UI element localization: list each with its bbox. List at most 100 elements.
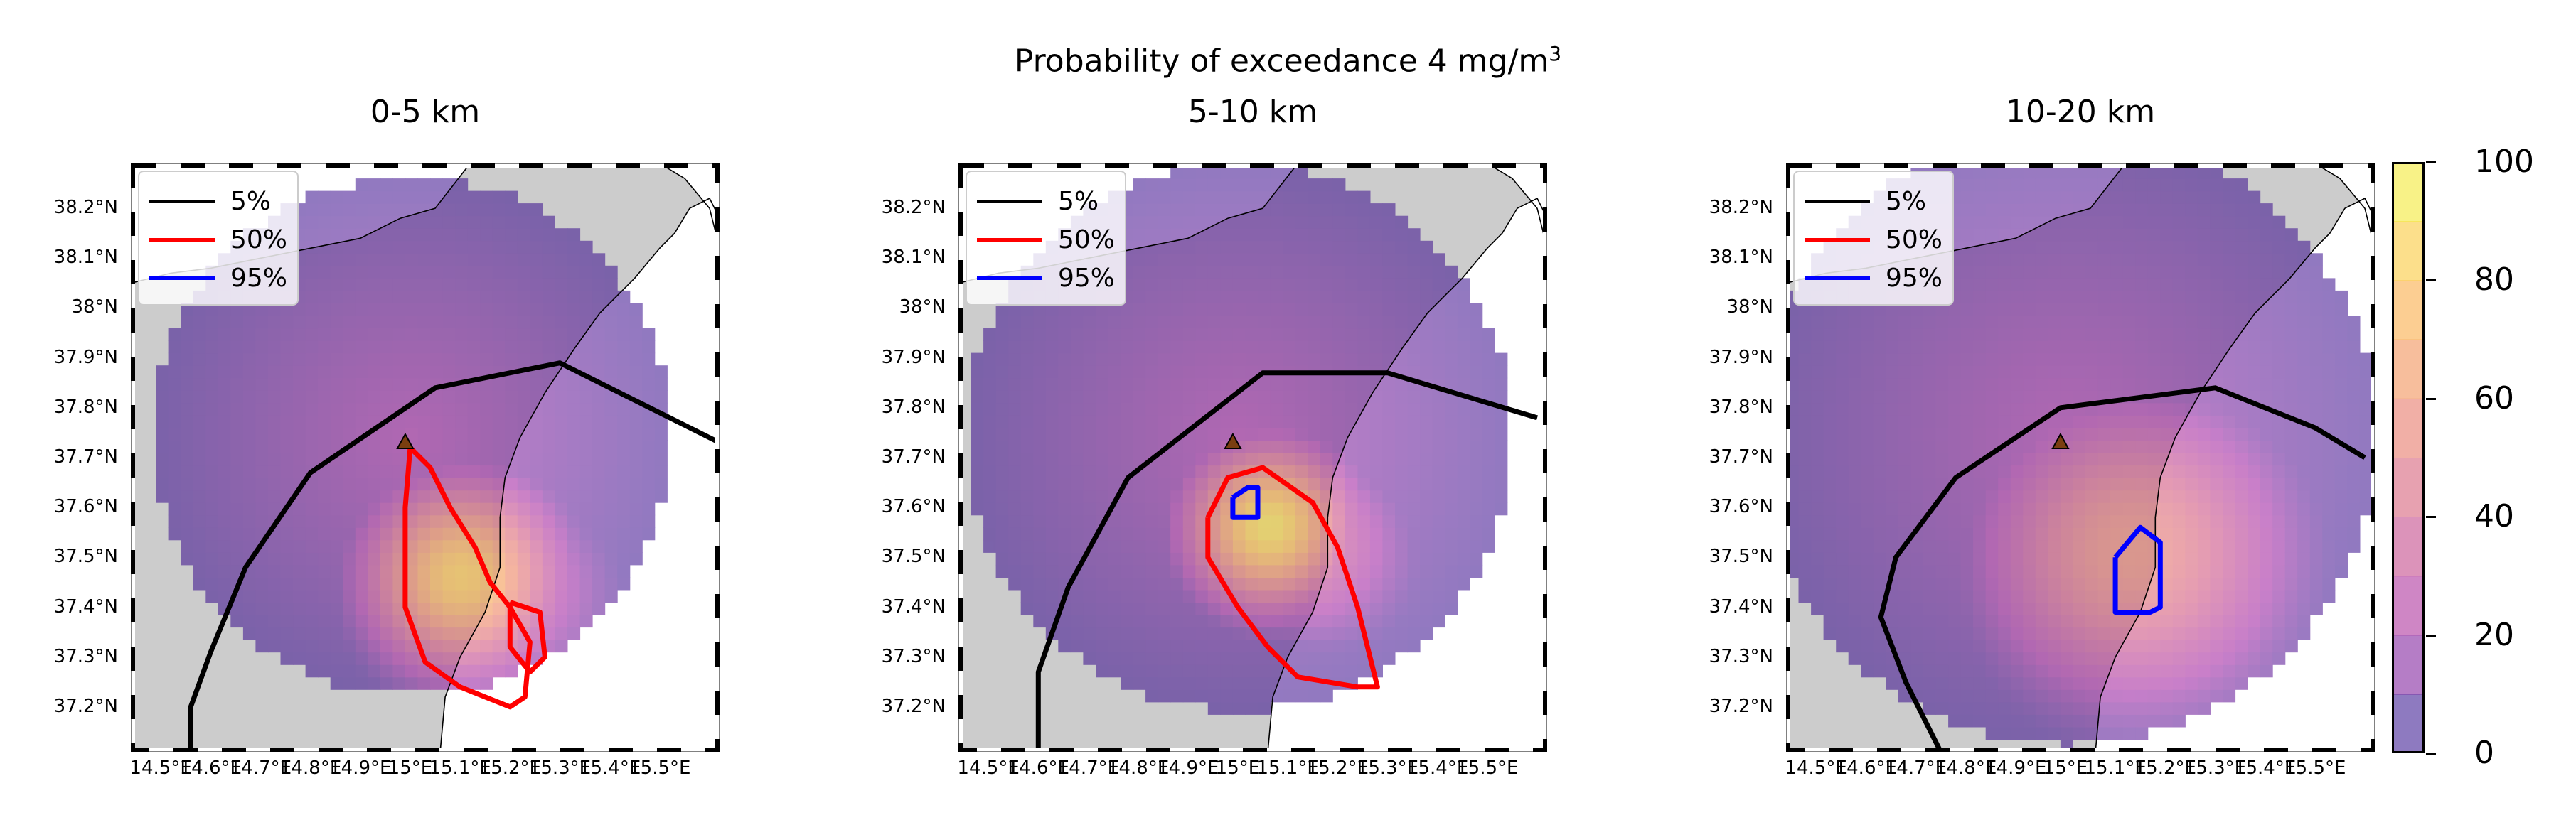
grid-cell bbox=[1445, 290, 1458, 303]
grid-cell bbox=[1220, 228, 1234, 242]
grid-cell bbox=[2297, 290, 2311, 303]
grid-cell bbox=[1045, 352, 1059, 366]
grid-cell bbox=[2235, 240, 2248, 254]
grid-cell bbox=[1457, 303, 1470, 316]
grid-cell bbox=[368, 527, 381, 541]
grid-cell bbox=[2048, 664, 2061, 678]
grid-cell bbox=[567, 427, 581, 441]
grid-cell bbox=[1320, 316, 1333, 329]
grid-cell bbox=[2172, 253, 2186, 266]
grid-cell bbox=[293, 453, 306, 466]
grid-cell bbox=[2197, 303, 2211, 316]
grid-cell bbox=[2135, 365, 2149, 379]
grid-cell bbox=[455, 203, 469, 217]
grid-cell bbox=[530, 490, 543, 503]
grid-cell bbox=[368, 390, 381, 404]
grid-cell bbox=[1960, 514, 1974, 528]
grid-cell bbox=[230, 478, 244, 491]
grid-cell bbox=[1848, 502, 1861, 516]
grid-cell bbox=[181, 514, 194, 528]
grid-cell bbox=[480, 352, 493, 366]
grid-cell bbox=[1245, 701, 1258, 715]
grid-cell bbox=[1332, 316, 1346, 329]
grid-cell bbox=[480, 465, 493, 478]
grid-cell bbox=[1170, 602, 1184, 615]
grid-cell bbox=[1910, 453, 1924, 466]
grid-cell bbox=[567, 615, 581, 628]
grid-cell bbox=[1382, 340, 1396, 354]
grid-cell bbox=[1070, 465, 1084, 478]
grid-cell bbox=[2248, 316, 2261, 329]
grid-cell bbox=[1270, 689, 1283, 703]
grid-cell bbox=[1020, 365, 1034, 379]
grid-cell bbox=[530, 564, 543, 578]
grid-cell bbox=[293, 602, 306, 615]
grid-cell bbox=[1861, 527, 1874, 541]
grid-cell bbox=[1332, 215, 1346, 229]
grid-cell bbox=[1998, 726, 2011, 740]
grid-cell bbox=[2223, 490, 2236, 503]
grid-cell bbox=[318, 490, 331, 503]
grid-cell bbox=[1158, 265, 1171, 279]
grid-cell bbox=[218, 340, 231, 354]
grid-cell bbox=[1407, 402, 1421, 416]
grid-cell bbox=[181, 340, 194, 354]
grid-cell bbox=[1070, 640, 1084, 653]
grid-cell bbox=[1357, 539, 1371, 553]
grid-cell bbox=[1270, 415, 1283, 428]
grid-cell bbox=[1158, 178, 1171, 192]
grid-cell bbox=[1033, 527, 1047, 541]
grid-cell bbox=[1232, 303, 1246, 316]
grid-cell bbox=[392, 652, 406, 665]
grid-cell bbox=[2322, 514, 2336, 528]
grid-cell bbox=[2035, 440, 2048, 453]
grid-cell bbox=[1008, 390, 1022, 404]
lon-tick-label: 14.8°E bbox=[1934, 757, 1997, 779]
map-frame-dashes bbox=[958, 163, 1547, 752]
grid-cell bbox=[1382, 527, 1396, 541]
grid-cell bbox=[1295, 215, 1308, 229]
grid-cell bbox=[343, 627, 356, 640]
grid-cell bbox=[1836, 640, 1849, 653]
grid-cell bbox=[255, 502, 269, 516]
grid-cell bbox=[2185, 701, 2198, 715]
grid-cell bbox=[642, 377, 656, 391]
grid-cell bbox=[579, 514, 593, 528]
grid-cell bbox=[2122, 652, 2136, 665]
grid-cell bbox=[1308, 577, 1321, 591]
grid-cell bbox=[2197, 240, 2211, 254]
lon-tick-label: 14.6°E bbox=[179, 757, 242, 779]
grid-cell bbox=[1008, 490, 1022, 503]
grid-cell bbox=[430, 539, 444, 553]
grid-cell bbox=[517, 278, 530, 291]
grid-cell bbox=[467, 564, 481, 578]
grid-cell bbox=[2197, 664, 2211, 678]
grid-cell bbox=[1033, 453, 1047, 466]
grid-cell bbox=[1332, 502, 1346, 516]
grid-cell bbox=[1898, 453, 1911, 466]
grid-cell bbox=[2097, 714, 2111, 728]
grid-cell bbox=[555, 377, 568, 391]
grid-cell bbox=[1045, 465, 1059, 478]
grid-cell bbox=[242, 490, 256, 503]
grid-cell bbox=[430, 352, 444, 366]
grid-cell bbox=[2048, 290, 2061, 303]
grid-cell bbox=[530, 290, 543, 303]
grid-cell bbox=[305, 215, 319, 229]
grid-cell bbox=[2210, 640, 2223, 653]
grid-cell bbox=[293, 564, 306, 578]
grid-cell bbox=[2347, 453, 2361, 466]
grid-cell bbox=[1395, 402, 1409, 416]
grid-cell bbox=[2147, 203, 2161, 217]
grid-cell bbox=[330, 328, 343, 341]
grid-cell bbox=[2172, 527, 2186, 541]
grid-cell bbox=[467, 203, 481, 217]
grid-cell bbox=[1407, 564, 1421, 578]
grid-cell bbox=[380, 602, 393, 615]
grid-cell bbox=[380, 316, 393, 329]
grid-cell bbox=[995, 316, 1009, 329]
grid-cell bbox=[1923, 664, 1937, 678]
grid-cell bbox=[1220, 564, 1234, 578]
grid-cell bbox=[2097, 514, 2111, 528]
grid-cell bbox=[1998, 290, 2011, 303]
